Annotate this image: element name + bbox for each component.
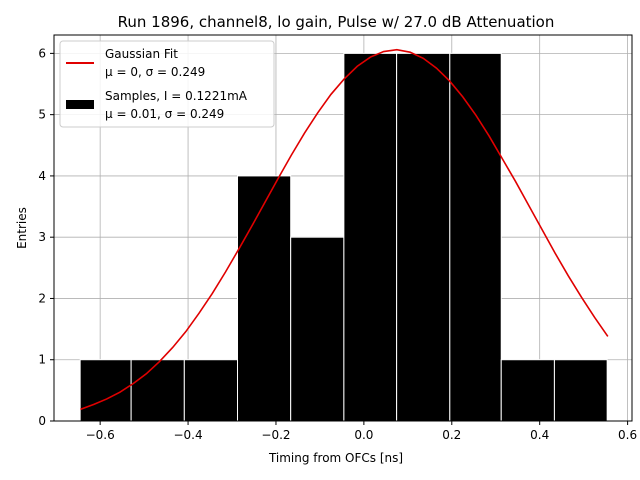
histogram-bar (290, 236, 345, 422)
legend-box (59, 40, 275, 128)
histogram-bar (237, 175, 292, 422)
y-tick-label: 6 (38, 46, 46, 60)
fit-line (80, 48, 609, 411)
y-tick-label: 0 (38, 414, 46, 428)
x-axis-label: Timing from OFCs [ns] (268, 451, 403, 465)
legend-fit-label: Gaussian Fit (105, 47, 178, 61)
histogram-bar (396, 52, 451, 422)
histogram-bar (183, 359, 239, 422)
y-tick-label: 2 (38, 291, 46, 305)
histogram-bar (500, 359, 555, 422)
legend-histogram-swatch (66, 100, 94, 109)
x-tick-label: 0.0 (354, 428, 373, 442)
plot-frame (53, 34, 633, 422)
y-axis-ticks: 0 1 2 3 4 5 6 (38, 46, 54, 428)
histogram-bar (553, 359, 608, 422)
legend-fit-params: μ = 0, σ = 0.249 (105, 65, 205, 79)
x-tick-label: 0.2 (442, 428, 461, 442)
y-tick-label: 1 (38, 353, 46, 367)
y-axis-label: Entries (15, 207, 29, 249)
x-tick-label: −0.6 (86, 428, 115, 442)
legend-histogram-params: μ = 0.01, σ = 0.249 (105, 107, 224, 121)
chart-title: Run 1896, channel8, lo gain, Pulse w/ 27… (118, 13, 555, 31)
histogram-bar (449, 52, 502, 422)
histogram-bar (130, 359, 185, 422)
x-tick-label: 0.4 (530, 428, 549, 442)
x-axis-ticks: −0.6 −0.4 −0.2 0.0 0.2 0.4 0.6 (86, 421, 637, 442)
x-tick-label: −0.4 (173, 428, 202, 442)
legend: Gaussian Fit μ = 0, σ = 0.249 Samples, I… (59, 40, 275, 128)
y-tick-label: 3 (38, 230, 46, 244)
y-tick-label: 4 (38, 169, 46, 183)
histogram-bars (79, 52, 608, 422)
legend-histogram-label: Samples, I = 0.1221mA (105, 89, 248, 103)
x-tick-label: −0.2 (261, 428, 290, 442)
histogram-bar (343, 52, 398, 422)
x-tick-label: 0.6 (618, 428, 637, 442)
y-tick-label: 5 (38, 108, 46, 122)
